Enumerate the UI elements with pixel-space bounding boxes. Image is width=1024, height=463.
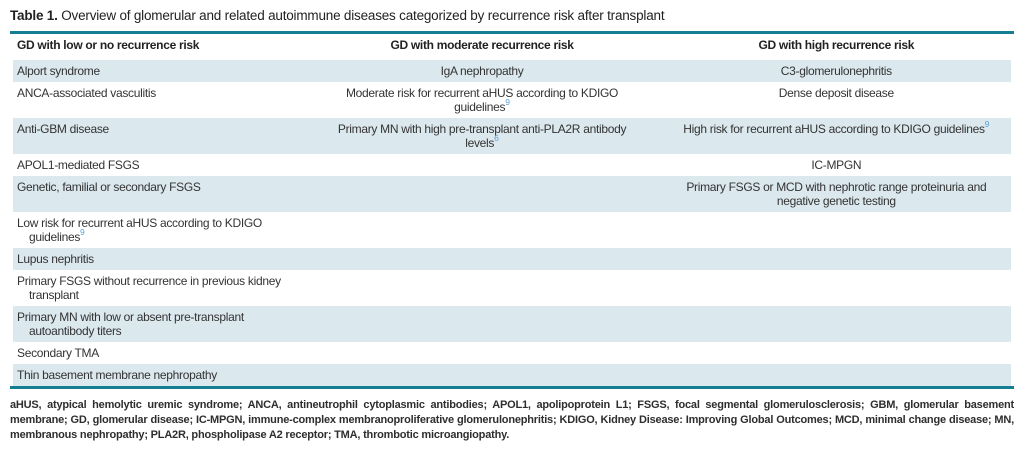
cell-text: Thin basement membrane nephropathy <box>17 368 217 382</box>
table-header-row: GD with low or no recurrence risk GD with… <box>13 34 1011 59</box>
cell-high: IC-MPGN <box>662 154 1011 176</box>
cell-high: Dense deposit disease <box>662 82 1011 118</box>
table-row: Primary FSGS without recurrence in previ… <box>13 270 1011 306</box>
cell-text: Alport syndrome <box>17 64 100 78</box>
cell-high <box>661 364 1011 386</box>
top-rule-divider <box>10 31 1014 34</box>
cell-low: Low risk for recurrent aHUS according to… <box>13 212 302 248</box>
cell-moderate <box>302 364 662 386</box>
cell-high: High risk for recurrent aHUS according t… <box>661 118 1011 154</box>
cell-moderate: Primary MN with high pre-transplant anti… <box>302 118 662 154</box>
table-row: APOL1-mediated FSGS IC-MPGN <box>13 154 1011 176</box>
column-header: GD with low or no recurrence risk <box>13 34 303 59</box>
cell-text: Primary FSGS or MCD with nephrotic range… <box>686 180 987 208</box>
cell-moderate <box>302 248 662 270</box>
cell-text: APOL1-mediated FSGS <box>17 158 140 172</box>
cell-high <box>661 306 1011 342</box>
cell-text: Secondary TMA <box>17 346 99 360</box>
cell-low: APOL1-mediated FSGS <box>13 154 302 176</box>
table-row: Primary MN with low or absent pre-transp… <box>13 306 1011 342</box>
table-title-text: Overview of glomerular and related autoi… <box>61 8 665 23</box>
cell-low: Alport syndrome <box>13 56 303 82</box>
cell-text: Anti-GBM disease <box>17 122 109 136</box>
cell-text: Low risk for recurrent aHUS according to… <box>17 216 262 244</box>
cell-text: IC-MPGN <box>811 158 862 172</box>
cell-low: Thin basement membrane nephropathy <box>13 364 303 386</box>
reference-link[interactable]: 9 <box>984 119 990 129</box>
cell-moderate <box>302 176 662 212</box>
cell-moderate <box>302 306 662 342</box>
cell-moderate: Moderate risk for recurrent aHUS accordi… <box>302 82 661 118</box>
table-row: Secondary TMA <box>13 342 1011 364</box>
cell-text: Moderate risk for recurrent aHUS accordi… <box>345 86 619 114</box>
cell-moderate <box>302 154 661 176</box>
cell-high <box>661 248 1011 270</box>
recurrence-risk-table: GD with low or no recurrence risk GD with… <box>13 34 1011 386</box>
table-number-label: Table 1. <box>10 8 58 23</box>
cell-low: ANCA-associated vasculitis <box>13 82 302 118</box>
cell-low: Secondary TMA <box>13 342 302 364</box>
cell-text: C3-glomerulonephritis <box>780 64 892 78</box>
table-row: Lupus nephritis <box>13 248 1011 270</box>
cell-text: Primary MN with low or absent pre-transp… <box>17 310 244 338</box>
cell-moderate: IgA nephropathy <box>302 56 662 82</box>
table-row: Thin basement membrane nephropathy <box>13 364 1011 386</box>
reference-link[interactable]: 6 <box>494 133 499 143</box>
cell-low: Primary FSGS without recurrence in previ… <box>13 270 302 306</box>
table-row: Low risk for recurrent aHUS according to… <box>13 212 1011 248</box>
cell-moderate <box>302 212 661 248</box>
cell-text: ANCA-associated vasculitis <box>17 86 156 100</box>
cell-low: Lupus nephritis <box>13 248 303 270</box>
cell-high <box>662 212 1011 248</box>
table-row: Genetic, familial or secondary FSGS Prima… <box>13 176 1011 212</box>
cell-moderate <box>302 270 661 306</box>
cell-text: Genetic, familial or secondary FSGS <box>17 180 201 194</box>
cell-text: Lupus nephritis <box>17 252 94 266</box>
cell-text: High risk for recurrent aHUS according t… <box>683 119 990 136</box>
reference-link[interactable]: 9 <box>80 227 85 237</box>
table-row: Anti-GBM disease Primary MN with high pre… <box>13 118 1011 154</box>
cell-moderate <box>302 342 661 364</box>
cell-high: Primary FSGS or MCD with nephrotic range… <box>661 176 1011 212</box>
table-body: Alport syndrome IgA nephropathy C3-glomeru… <box>13 56 1011 386</box>
cell-text: Primary MN with high pre-transplant anti… <box>337 122 627 150</box>
column-header: GD with moderate recurrence risk <box>302 34 662 59</box>
cell-high <box>662 270 1011 306</box>
table-row: Alport syndrome IgA nephropathy C3-glomeru… <box>13 56 1011 82</box>
cell-low: Anti-GBM disease <box>13 118 303 154</box>
reference-link[interactable]: 9 <box>505 97 510 107</box>
bottom-rule-divider <box>10 386 1014 389</box>
cell-text: IgA nephropathy <box>440 64 524 78</box>
cell-text: Primary FSGS without recurrence in previ… <box>17 274 281 302</box>
cell-text: Dense deposit disease <box>778 86 894 100</box>
cell-high <box>662 342 1011 364</box>
cell-low: Genetic, familial or secondary FSGS <box>13 176 303 212</box>
cell-high: C3-glomerulonephritis <box>661 56 1011 82</box>
table-row: ANCA-associated vasculitis Moderate risk … <box>13 82 1011 118</box>
cell-low: Primary MN with low or absent pre-transp… <box>13 306 303 342</box>
table-title: Table 1. Overview of glomerular and rela… <box>10 7 1014 24</box>
abbreviations-footnote: aHUS, atypical hemolytic uremic syndrome… <box>10 399 1014 441</box>
column-header: GD with high recurrence risk <box>661 34 1011 59</box>
